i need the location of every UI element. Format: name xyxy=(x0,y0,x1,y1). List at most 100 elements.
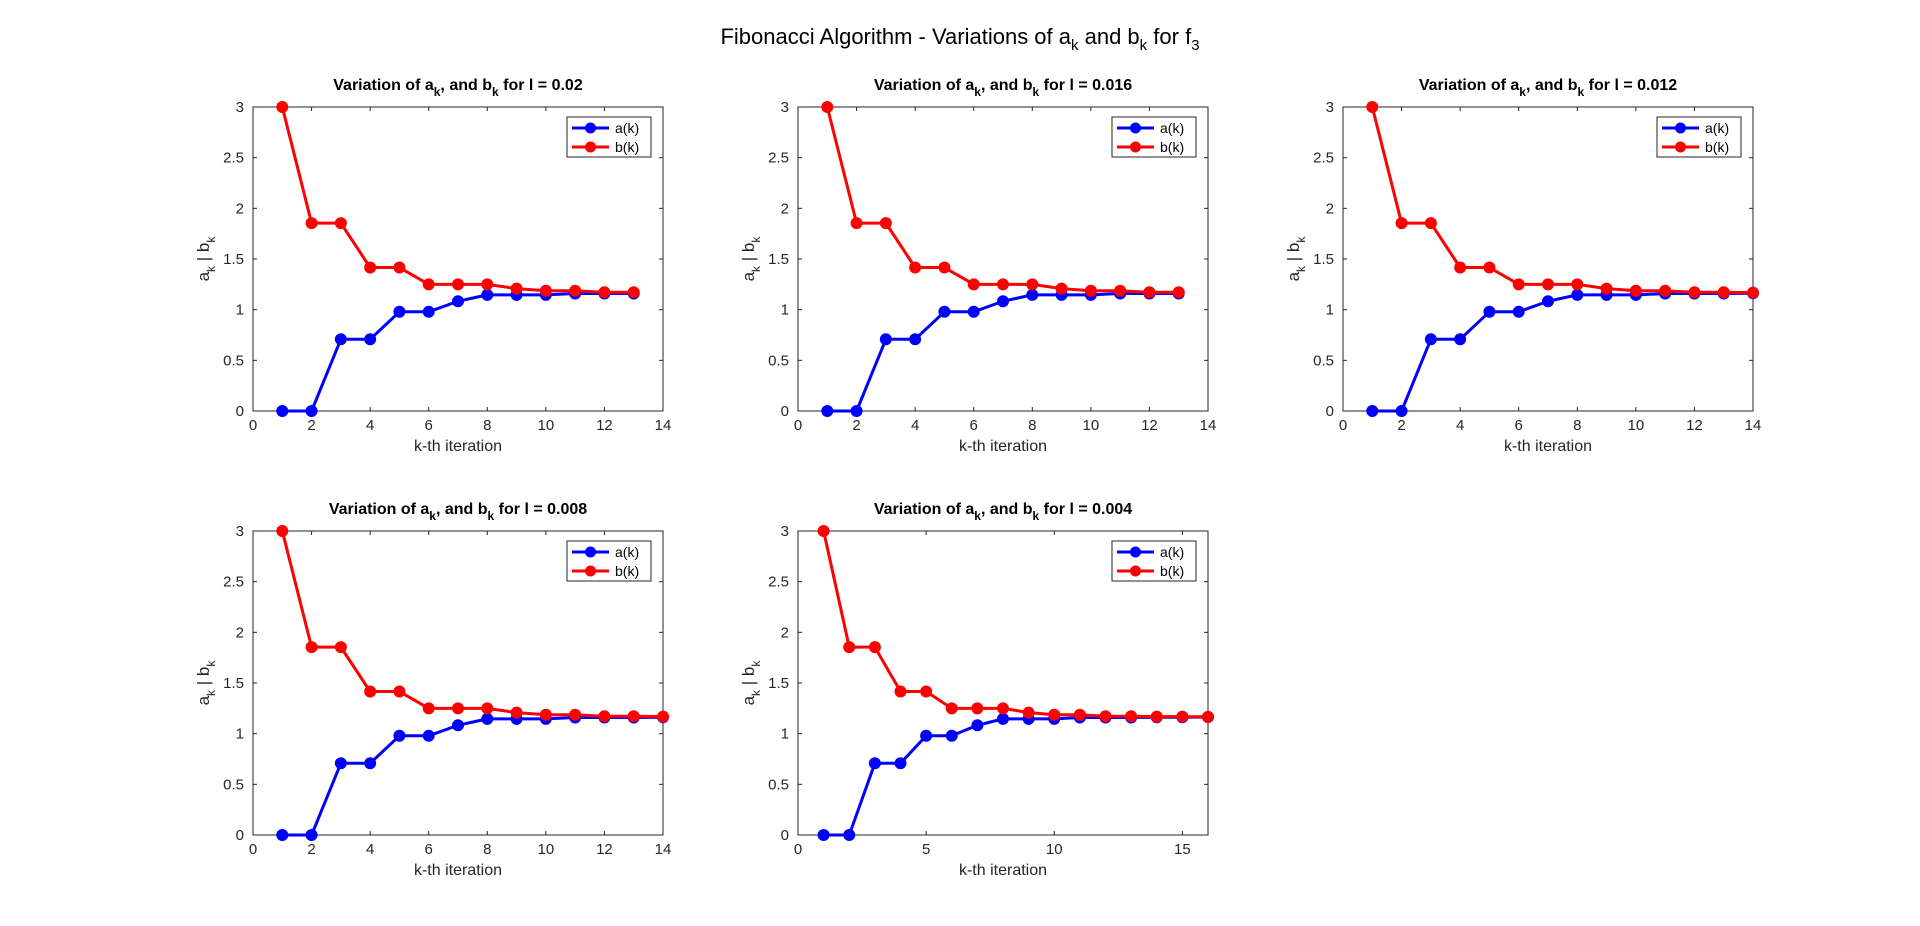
data-point-a(k) xyxy=(1512,305,1525,318)
data-point-b(k) xyxy=(510,282,523,295)
data-point-a(k) xyxy=(452,719,464,732)
data-point-b(k) xyxy=(894,685,907,698)
y-label-subscript: k xyxy=(749,660,763,667)
legend-label: b(k) xyxy=(615,563,639,579)
data-point-a(k) xyxy=(1366,405,1379,417)
data-point-b(k) xyxy=(997,278,1009,291)
y-label-text: a xyxy=(739,695,758,705)
y-tick-label: 3 xyxy=(781,99,789,116)
data-point-a(k) xyxy=(894,757,907,770)
y-tick-label: 1.5 xyxy=(223,675,244,692)
data-point-b(k) xyxy=(393,261,406,274)
data-point-b(k) xyxy=(598,710,611,723)
y-tick-label: 2.5 xyxy=(223,150,244,167)
data-point-b(k) xyxy=(868,641,881,654)
title-subscript: k xyxy=(974,85,981,99)
plot-area xyxy=(797,106,1209,412)
legend: a(k) b(k) xyxy=(1111,540,1197,582)
data-point-b(k) xyxy=(305,217,318,230)
y-axis-label: ak | bk xyxy=(739,660,763,706)
data-point-b(k) xyxy=(945,702,958,715)
data-point-b(k) xyxy=(539,708,552,721)
y-tick-label: 2.5 xyxy=(223,574,244,591)
figure-title-end: for f xyxy=(1147,24,1192,49)
data-point-b(k) xyxy=(569,708,582,721)
data-point-b(k) xyxy=(481,702,494,715)
data-point-a(k) xyxy=(364,757,377,770)
data-point-a(k) xyxy=(850,405,863,417)
legend-label: b(k) xyxy=(1160,563,1184,579)
y-tick-label: 1 xyxy=(781,726,789,743)
data-point-b(k) xyxy=(569,284,582,297)
title-subscript: k xyxy=(434,85,441,99)
title-text: , and b xyxy=(440,77,492,94)
title-text: Variation of a xyxy=(333,77,434,94)
data-point-a(k) xyxy=(938,305,951,318)
y-tick-label: 3 xyxy=(1326,99,1334,116)
title-subscript: k xyxy=(1519,85,1526,99)
x-tick-label: 10 xyxy=(538,417,555,434)
figure-title-mid: and b xyxy=(1079,24,1140,49)
x-tick-label: 0 xyxy=(1339,417,1347,434)
x-axis-label: k-th iteration xyxy=(414,438,502,455)
figure-title-sub-k2: k xyxy=(1140,37,1148,54)
data-point-b(k) xyxy=(364,261,377,274)
data-point-b(k) xyxy=(920,685,933,698)
data-point-b(k) xyxy=(598,286,611,299)
legend: a(k) b(k) xyxy=(1656,116,1742,158)
data-point-a(k) xyxy=(920,729,933,742)
subplot-title: Variation of ak, and bk for l = 0.008 xyxy=(329,501,587,523)
data-point-b(k) xyxy=(879,217,892,230)
legend-box xyxy=(1111,116,1197,158)
x-tick-label: 14 xyxy=(1200,417,1217,434)
data-point-b(k) xyxy=(1125,710,1138,723)
title-text: , and b xyxy=(1526,77,1578,94)
data-point-b(k) xyxy=(1454,261,1467,274)
y-tick-label: 2 xyxy=(236,200,244,217)
y-label-subscript: k xyxy=(749,689,763,696)
data-point-b(k) xyxy=(1747,286,1759,299)
title-subscript: k xyxy=(488,509,495,523)
legend-box xyxy=(1111,540,1197,582)
y-label-subscript: k xyxy=(204,689,218,696)
x-tick-label: 12 xyxy=(596,417,613,434)
legend-marker-a(k) xyxy=(585,546,596,558)
data-point-b(k) xyxy=(452,702,464,715)
y-label-subscript: k xyxy=(204,265,218,272)
legend: a(k) b(k) xyxy=(566,116,652,158)
x-tick-label: 2 xyxy=(852,417,860,434)
legend-label: b(k) xyxy=(615,139,639,155)
x-tick-label: 8 xyxy=(483,841,491,858)
y-tick-label: 2 xyxy=(781,200,789,217)
legend-label: b(k) xyxy=(1160,139,1184,155)
y-tick-label: 1.5 xyxy=(223,251,244,268)
y-tick-label: 3 xyxy=(236,523,244,540)
data-point-b(k) xyxy=(1512,278,1525,291)
data-point-a(k) xyxy=(276,829,289,841)
y-tick-label: 0.5 xyxy=(768,352,789,369)
y-tick-label: 1 xyxy=(236,726,244,743)
x-tick-label: 0 xyxy=(794,841,802,858)
x-tick-label: 10 xyxy=(538,841,555,858)
title-subscript: k xyxy=(1033,85,1040,99)
data-point-b(k) xyxy=(1099,710,1112,723)
data-point-b(k) xyxy=(393,685,406,698)
x-tick-label: 8 xyxy=(1028,417,1036,434)
y-label-text: a xyxy=(1284,271,1303,281)
x-tick-label: 0 xyxy=(249,841,257,858)
title-text: Variation of a xyxy=(874,501,975,518)
data-point-b(k) xyxy=(1659,284,1672,297)
title-text: , and b xyxy=(981,77,1033,94)
legend-label: a(k) xyxy=(1160,120,1184,136)
data-point-a(k) xyxy=(843,829,856,841)
title-text: for l = 0.02 xyxy=(499,77,583,94)
data-point-b(k) xyxy=(305,641,318,654)
x-axis-label: k-th iteration xyxy=(414,862,502,879)
y-tick-label: 0 xyxy=(1326,403,1334,420)
